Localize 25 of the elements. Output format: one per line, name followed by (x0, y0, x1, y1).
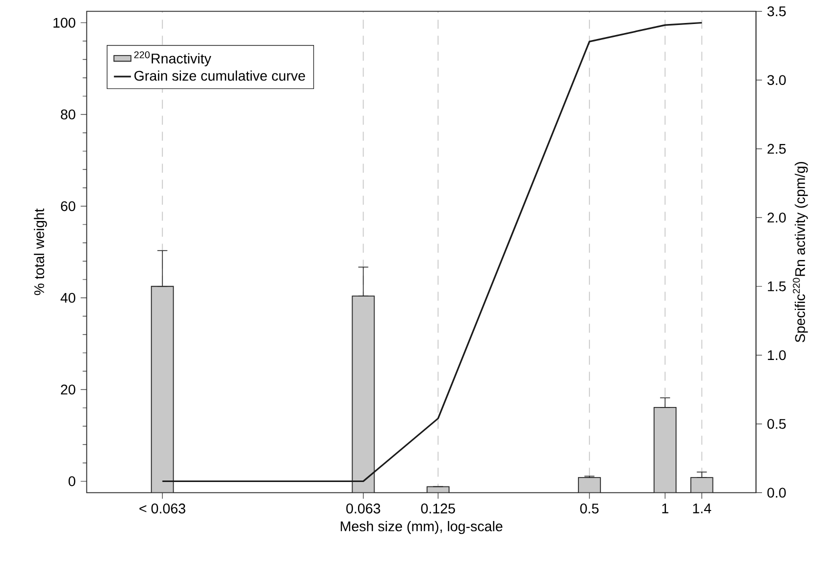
y-tick-label: 20 (60, 384, 76, 394)
x-tick-label: 0.125 (421, 504, 456, 514)
y2-axis-title: Specific$^{220}$Rn activity (cpm/g) (792, 162, 808, 342)
y-tick-label: 80 (60, 109, 76, 120)
y2-tick-label: 1.5 (768, 282, 786, 292)
y2-tick-label: 3.0 (767, 75, 786, 86)
y2-tick-label: 0.5 (767, 418, 786, 429)
x-axis-title: Mesh size (mm), log-scale (340, 521, 502, 534)
x-tick-label: 0.063 (346, 504, 380, 514)
x-tick-label: 0.5 (580, 504, 599, 514)
y-tick-label: 60 (60, 201, 76, 212)
y2-tick-label: 2.0 (768, 212, 786, 223)
y2-tick-label: 1.0 (768, 350, 786, 360)
y-tick-label: 40 (60, 292, 76, 303)
x-tick-label: 1 (662, 504, 668, 514)
legend-label: $^{220}$Rnactivity (134, 51, 212, 66)
y-tick-label: 100 (54, 18, 76, 28)
x-tick-label: 1.4 (693, 504, 712, 514)
x-tick-label: < 0.063 (140, 504, 186, 514)
legend-label: Grain size cumulative curve (134, 70, 306, 81)
y-axis-title: % total weight (34, 208, 47, 296)
y2-tick-label: 2.5 (768, 144, 786, 154)
y2-tick-label: 3.5 (767, 6, 786, 16)
y-tick-label: 0 (68, 476, 76, 486)
y2-tick-label: 0.0 (767, 488, 786, 498)
